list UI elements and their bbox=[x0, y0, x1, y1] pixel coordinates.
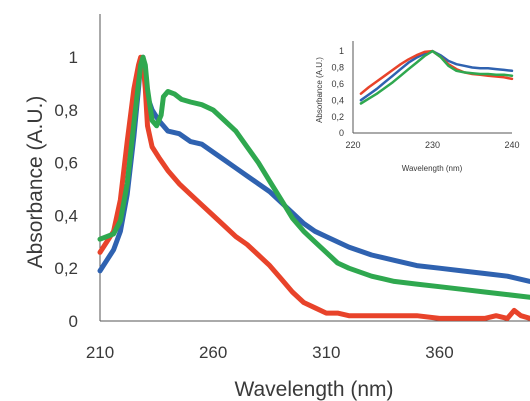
y-tick-label: 1 bbox=[69, 48, 78, 67]
inset-y-tick-label: 0 bbox=[339, 128, 344, 138]
main-plot: 0 0,2 0,4 0,6 0,8 1 210 260 310 360 Wavelength (nm… bbox=[24, 14, 530, 401]
y-tick-label: 0,2 bbox=[54, 259, 78, 278]
x-tick-label: 360 bbox=[425, 343, 453, 362]
inset-x-tick-label: 240 bbox=[504, 140, 519, 150]
x-axis-title: Wavelength (nm) bbox=[234, 378, 393, 401]
x-tick-label: 260 bbox=[199, 343, 227, 362]
inset-plot: 0 0,2 0,4 0,6 0,8 1 220 230 240 Wavelength (nm) Ab… bbox=[315, 41, 520, 173]
y-tick-label: 0,6 bbox=[54, 154, 78, 173]
inset-y-tick-label: 0,6 bbox=[331, 79, 344, 89]
x-tick-label: 310 bbox=[312, 343, 340, 362]
inset-y-tick-label: 1 bbox=[339, 46, 344, 56]
inset-y-tick-label: 0,4 bbox=[331, 95, 344, 105]
y-axis-title: Absorbance (A.U.) bbox=[24, 96, 47, 269]
x-tick-label: 210 bbox=[86, 343, 114, 362]
y-tick-label: 0,8 bbox=[54, 101, 78, 120]
inset-series-line-1 bbox=[359, 49, 514, 95]
inset-series-line-2 bbox=[359, 49, 514, 105]
inset-x-axis-title: Wavelength (nm) bbox=[402, 164, 463, 173]
inset-y-tick-label: 0,2 bbox=[331, 112, 344, 122]
y-tick-label: 0 bbox=[69, 312, 78, 331]
y-tick-label: 0,4 bbox=[54, 206, 78, 225]
series-line-2 bbox=[97, 54, 530, 300]
inset-x-tick-label: 220 bbox=[345, 140, 360, 150]
inset-x-tick-label: 230 bbox=[425, 140, 440, 150]
inset-y-tick-label: 0,8 bbox=[331, 63, 344, 73]
inset-y-axis-title: Absorbance (A.U.) bbox=[315, 57, 324, 123]
